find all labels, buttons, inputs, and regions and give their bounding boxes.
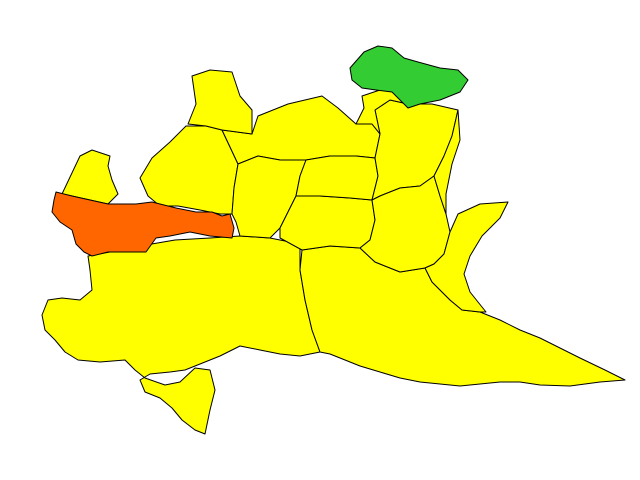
region-center-mid[interactable] [295, 155, 379, 201]
region-center-left[interactable] [279, 195, 376, 251]
region-west-upper[interactable] [139, 125, 239, 215]
region-south-west[interactable] [41, 235, 321, 435]
region-east-middle[interactable] [433, 109, 461, 215]
region-east-strip[interactable] [424, 201, 509, 313]
region-north-east-tip[interactable] [349, 45, 469, 109]
region-north-top[interactable] [187, 69, 253, 135]
region-west-band[interactable] [51, 191, 235, 257]
